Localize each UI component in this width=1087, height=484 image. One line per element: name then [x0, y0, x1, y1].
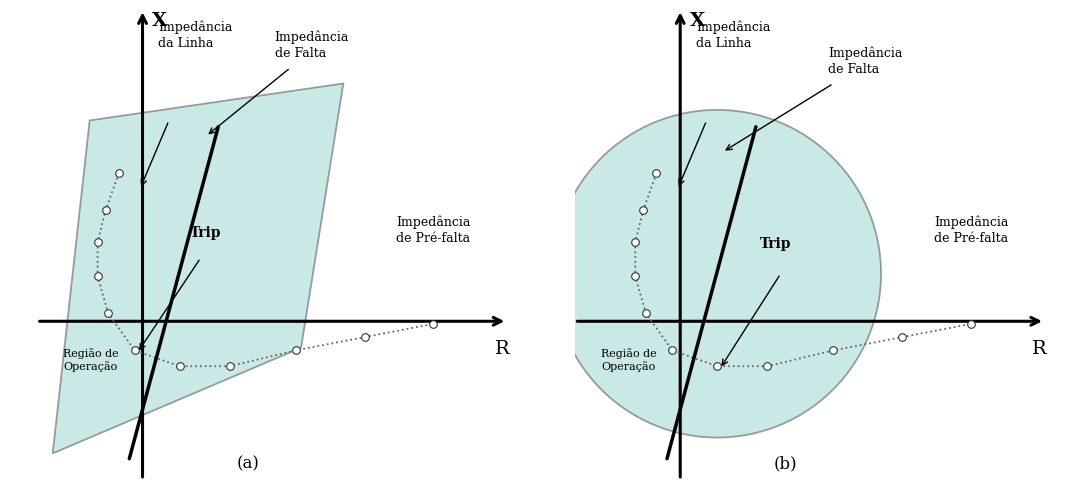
Polygon shape	[52, 83, 343, 454]
Circle shape	[553, 110, 882, 438]
Text: Impedância
da Linha: Impedância da Linha	[696, 20, 771, 49]
Text: R: R	[495, 340, 510, 358]
Text: R: R	[1033, 340, 1047, 358]
Text: Impedância
de Pré-falta: Impedância de Pré-falta	[397, 215, 471, 245]
Text: X: X	[152, 12, 167, 30]
Text: Região de
Operação: Região de Operação	[601, 348, 657, 372]
Text: Região de
Operação: Região de Operação	[63, 348, 118, 372]
Text: (a): (a)	[237, 455, 260, 472]
Text: X: X	[690, 12, 705, 30]
Text: Impedância
de Pré-falta: Impedância de Pré-falta	[934, 215, 1009, 245]
Text: Impedância
de Falta: Impedância de Falta	[828, 46, 902, 76]
Text: Trip: Trip	[760, 237, 791, 251]
Text: Impedância
da Linha: Impedância da Linha	[159, 20, 233, 49]
Text: (b): (b)	[774, 455, 798, 472]
Text: Impedância
de Falta: Impedância de Falta	[275, 30, 349, 60]
Text: Trip: Trip	[190, 226, 222, 240]
